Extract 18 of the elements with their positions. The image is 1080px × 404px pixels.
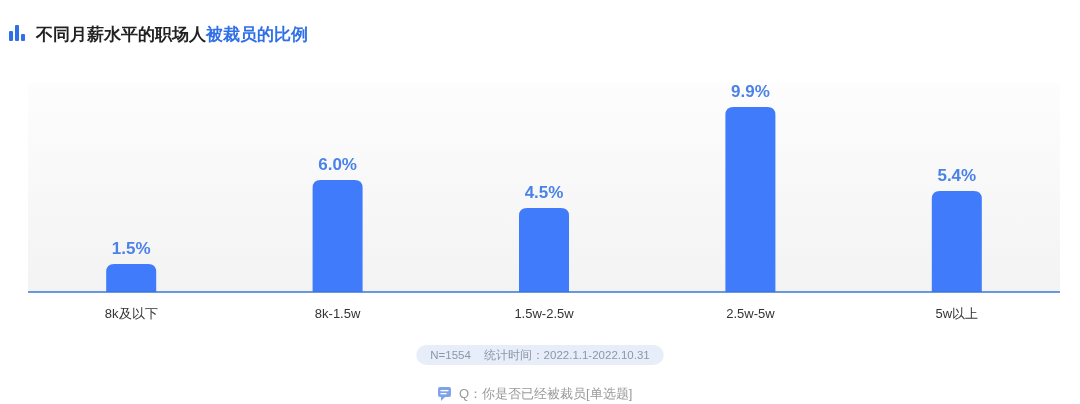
data-label: 6.0% xyxy=(318,154,357,174)
text: Q：你是否已经被裁员[单选题] xyxy=(459,386,633,401)
data-label: 4.5% xyxy=(524,182,564,202)
x-tick-label: 1.5w-2.5w xyxy=(514,306,575,321)
x-tick-label: 2.5w-5w xyxy=(726,306,776,321)
bar xyxy=(931,191,982,292)
bar xyxy=(725,107,776,292)
data-label: 9.9% xyxy=(731,82,770,101)
bar xyxy=(519,207,569,292)
data-label: 5.4% xyxy=(937,166,977,186)
x-tick-label: 8k-1.5w xyxy=(314,306,361,321)
text: N=1554 统计时间：2022.1.1-2022.10.31 xyxy=(430,348,650,361)
bar xyxy=(106,263,157,292)
bar xyxy=(312,179,363,292)
x-tick-label: 5w以上 xyxy=(935,306,979,321)
data-label: 1.5% xyxy=(111,238,151,258)
x-tick-label: 8k及以下 xyxy=(104,306,158,321)
chart-title: 不同月薪水平的职场人被裁员的比例 xyxy=(35,25,308,44)
